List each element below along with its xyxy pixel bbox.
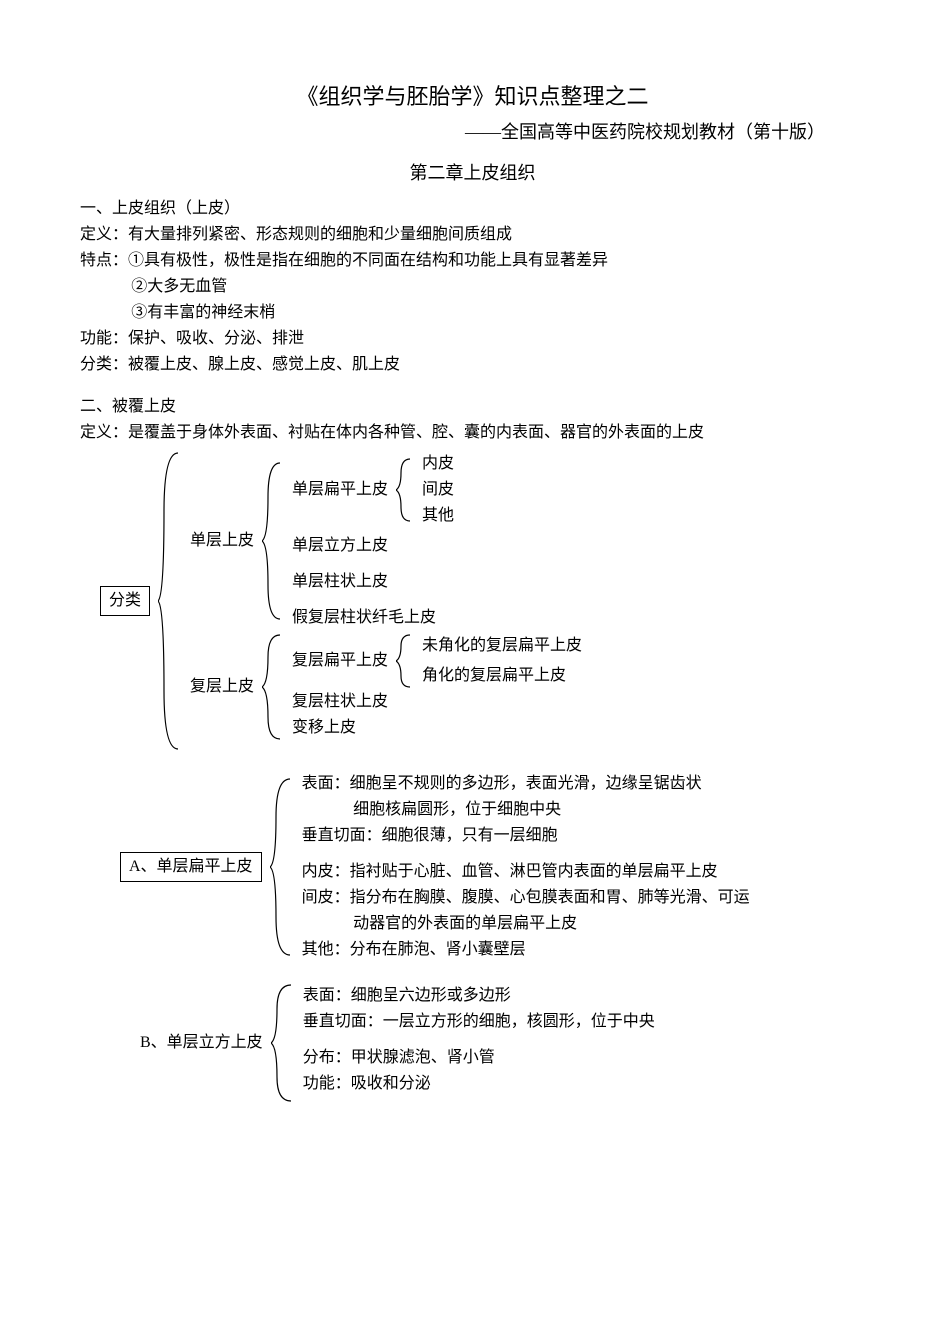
B-l2: 垂直切面：一层立方形的细胞，核圆形，位于中央 xyxy=(297,1009,655,1035)
A-l1b: 细胞核扁圆形，位于细胞中央 xyxy=(296,797,750,823)
classify-root: 分类 xyxy=(100,586,150,616)
brace-icon xyxy=(271,983,293,1103)
sec1-def: 定义：有大量排列紧密、形态规则的细胞和少量细胞间质组成 xyxy=(80,223,865,247)
section-B-tree: B、单层立方上皮 表面：细胞呈六边形或多边形 垂直切面：一层立方形的细胞，核圆形… xyxy=(80,983,865,1103)
leaf-single-pseudo: 假复层柱状纤毛上皮 xyxy=(286,605,454,631)
brace-icon xyxy=(158,451,180,751)
A-l2: 垂直切面：细胞很薄，只有一层细胞 xyxy=(296,823,750,849)
sec1-class: 分类：被覆上皮、腺上皮、感觉上皮、肌上皮 xyxy=(80,353,865,377)
classification-tree: 分类 单层上皮 单层扁平上皮 xyxy=(80,451,865,751)
leaf-neipi: 内皮 xyxy=(416,451,454,477)
B-l4: 功能：吸收和分泌 xyxy=(297,1071,655,1097)
sec1-func: 功能：保护、吸收、分泌、排泄 xyxy=(80,327,865,351)
sec1-feat1: 特点：①具有极性，极性是指在细胞的不同面在结构和功能上具有显著差异 xyxy=(80,249,865,273)
A-l4: 间皮：指分布在胸膜、腹膜、心包膜表面和胃、肺等光滑、可运 xyxy=(296,885,750,911)
chapter-title: 第二章上皮组织 xyxy=(80,160,865,187)
A-l1: 表面：细胞呈不规则的多边形，表面光滑，边缘呈锯齿状 xyxy=(296,771,750,797)
label-A: A、单层扁平上皮 xyxy=(120,852,262,882)
sec1-feat3: ③有丰富的神经末梢 xyxy=(80,301,865,325)
leaf-qita: 其他 xyxy=(416,503,454,529)
brace-icon xyxy=(262,633,282,741)
sec1-head: 一、上皮组织（上皮） xyxy=(80,197,865,221)
A-l4b: 动器官的外表面的单层扁平上皮 xyxy=(296,911,750,937)
leaf-single-cube: 单层立方上皮 xyxy=(286,533,454,559)
sec1-feat2: ②大多无血管 xyxy=(80,275,865,299)
label-multi: 复层上皮 xyxy=(184,633,260,741)
brace-icon xyxy=(262,461,282,621)
brace-icon xyxy=(270,777,292,957)
brace-icon xyxy=(396,633,412,689)
label-B: B、单层立方上皮 xyxy=(80,983,269,1103)
B-l3: 分布：甲状腺滤泡、肾小管 xyxy=(297,1045,655,1071)
sec2-head: 二、被覆上皮 xyxy=(80,395,865,419)
page-subtitle: ——全国高等中医药院校规划教材（第十版） xyxy=(80,119,825,146)
leaf-multi-flat-2: 角化的复层扁平上皮 xyxy=(416,663,582,689)
leaf-jianpi: 间皮 xyxy=(416,477,454,503)
B-l1: 表面：细胞呈六边形或多边形 xyxy=(297,983,655,1009)
label-single-flat: 单层扁平上皮 xyxy=(286,451,394,529)
page-title: 《组织学与胚胎学》知识点整理之二 xyxy=(80,80,865,113)
leaf-single-col: 单层柱状上皮 xyxy=(286,569,454,595)
A-l3: 内皮：指衬贴于心脏、血管、淋巴管内表面的单层扁平上皮 xyxy=(296,859,750,885)
sec2-def: 定义：是覆盖于身体外表面、衬贴在体内各种管、腔、囊的内表面、器官的外表面的上皮 xyxy=(80,421,865,445)
A-l5: 其他：分布在肺泡、肾小囊壁层 xyxy=(296,937,750,963)
brace-icon xyxy=(396,457,412,523)
label-multi-flat: 复层扁平上皮 xyxy=(286,633,394,689)
leaf-multi-flat-1: 未角化的复层扁平上皮 xyxy=(416,633,582,659)
leaf-multi-trans: 变移上皮 xyxy=(286,715,582,741)
leaf-multi-col: 复层柱状上皮 xyxy=(286,689,582,715)
section-A-tree: A、单层扁平上皮 表面：细胞呈不规则的多边形，表面光滑，边缘呈锯齿状 细胞核扁圆… xyxy=(80,771,865,963)
label-single: 单层上皮 xyxy=(184,451,260,631)
